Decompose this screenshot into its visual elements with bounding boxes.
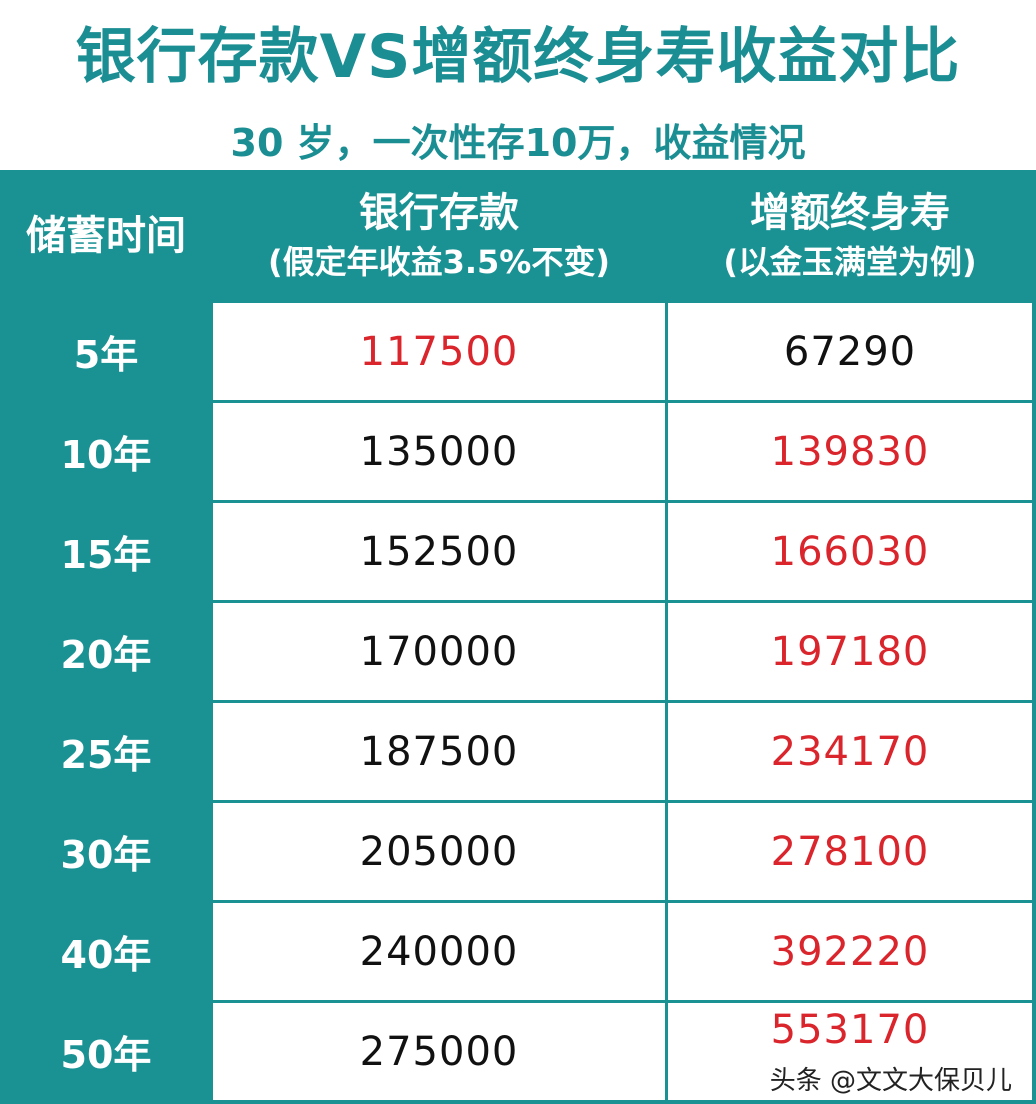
header-insurance-label: 增额终身寿 — [750, 190, 950, 236]
table-cell-bank: 275000 — [213, 1003, 665, 1100]
header-bank: 银行存款 (假定年收益3.5%不变) — [213, 172, 665, 300]
table-cell-insurance: 553170 — [668, 1003, 1032, 1100]
table-cell-insurance: 392220 — [668, 903, 1032, 1000]
table-row-period: 15年 — [60, 533, 152, 577]
table-cell-insurance: 278100 — [668, 803, 1032, 900]
table-cell-bank: 187500 — [213, 703, 665, 800]
table-row-period: 10年 — [60, 433, 152, 477]
header-insurance: 增额终身寿 (以金玉满堂为例) — [668, 172, 1032, 300]
table-cell-insurance: 197180 — [668, 603, 1032, 700]
header-bank-note: (假定年收益3.5%不变) — [267, 243, 610, 281]
table-row-period: 40年 — [60, 933, 152, 977]
header-period: 储蓄时间 — [2, 172, 210, 300]
table-cell-bank: 205000 — [213, 803, 665, 900]
table-row-period: 20年 — [60, 633, 152, 677]
page-title: 银行存款VS增额终身寿收益对比 — [75, 22, 961, 92]
table-cell-bank: 152500 — [213, 503, 665, 600]
table-cell-insurance: 67290 — [668, 303, 1032, 400]
page-subtitle: 30 岁，一次性存10万，收益情况 — [230, 121, 806, 165]
table-cell-bank: 117500 — [213, 303, 665, 400]
table-row-period: 30年 — [60, 833, 152, 877]
comparison-table: 储蓄时间 银行存款 (假定年收益3.5%不变) 增额终身寿 (以金玉满堂为例) … — [0, 170, 1036, 1104]
table-row-period: 25年 — [60, 733, 152, 777]
watermark: 头条 @文文大保贝儿 — [769, 1066, 1012, 1096]
table-cell-insurance: 139830 — [668, 403, 1032, 500]
table-cell-bank: 240000 — [213, 903, 665, 1000]
table-cell-insurance: 166030 — [668, 503, 1032, 600]
table-cell-bank: 135000 — [213, 403, 665, 500]
table-cell-insurance: 234170 — [668, 703, 1032, 800]
table-row-period: 5年 — [73, 333, 139, 377]
table-cell-bank: 170000 — [213, 603, 665, 700]
table-row-period: 50年 — [60, 1033, 152, 1077]
header-insurance-note: (以金玉满堂为例) — [723, 243, 977, 281]
header-period-label: 储蓄时间 — [26, 213, 186, 259]
header-bank-label: 银行存款 — [359, 190, 519, 236]
